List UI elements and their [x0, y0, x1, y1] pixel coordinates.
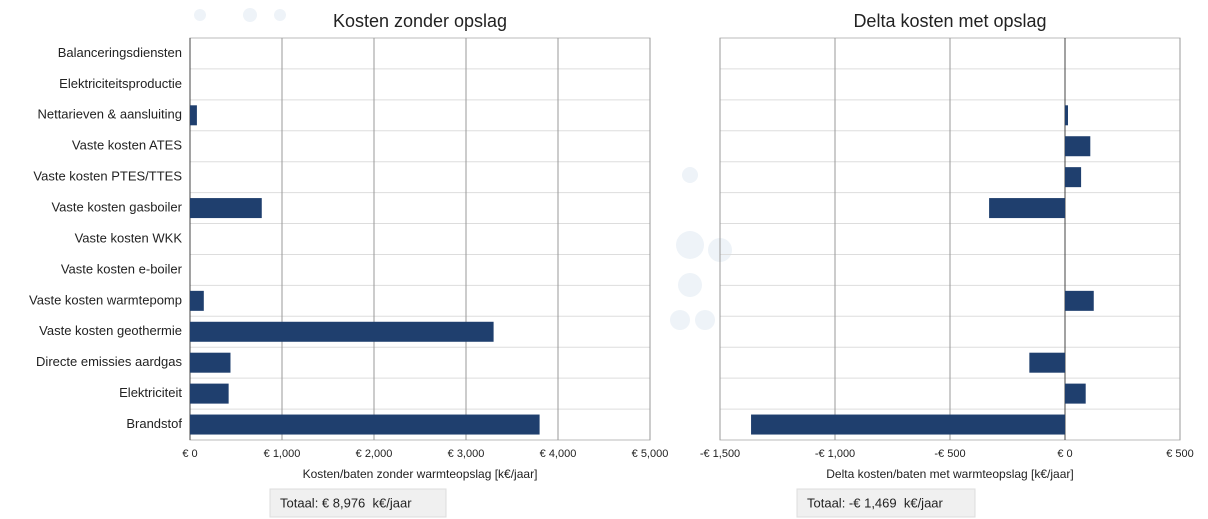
chart-title: Kosten zonder opslag	[333, 11, 507, 31]
y-tick-label: Elektriciteit	[119, 385, 182, 400]
y-tick-label: Vaste kosten warmtepomp	[29, 292, 182, 307]
bar	[190, 105, 197, 126]
y-tick-label: Vaste kosten geothermie	[39, 323, 182, 338]
y-tick-label: Vaste kosten PTES/TTES	[33, 169, 182, 184]
x-tick-label: € 2,000	[356, 448, 393, 460]
bar	[1065, 167, 1082, 188]
bar	[989, 198, 1065, 219]
bar	[1065, 136, 1091, 157]
x-tick-label: € 4,000	[540, 448, 577, 460]
bar	[751, 414, 1065, 435]
y-tick-label: Brandstof	[126, 416, 182, 431]
x-tick-label: -€ 1,500	[700, 448, 740, 460]
total-label: Totaal: € 8,976 k€/jaar	[280, 495, 412, 510]
x-tick-label: € 500	[1166, 448, 1194, 460]
total-label: Totaal: -€ 1,469 k€/jaar	[807, 495, 944, 510]
y-tick-label: Nettarieven & aansluiting	[37, 107, 182, 122]
x-axis-label: Kosten/baten zonder warmteopslag [k€/jaa…	[303, 467, 538, 481]
x-tick-label: € 3,000	[448, 448, 485, 460]
x-tick-label: -€ 1,000	[815, 448, 855, 460]
y-tick-label: Vaste kosten ATES	[72, 138, 182, 153]
background-dots	[194, 8, 732, 330]
total-box	[269, 488, 447, 518]
x-tick-label: € 0	[182, 448, 197, 460]
bar	[190, 321, 494, 342]
bar	[1065, 383, 1086, 404]
bar	[1065, 290, 1094, 311]
bar	[1065, 105, 1068, 126]
x-tick-label: -€ 500	[934, 448, 965, 460]
x-axis-label: Delta kosten/baten met warmteopslag [k€/…	[826, 467, 1073, 481]
x-tick-label: € 5,000	[632, 448, 669, 460]
total-box	[796, 488, 976, 518]
y-tick-label: Elektriciteitsproductie	[59, 76, 182, 91]
x-tick-label: € 1,000	[264, 448, 301, 460]
bar	[190, 414, 540, 435]
y-tick-label: Vaste kosten WKK	[75, 230, 183, 245]
bar	[1029, 352, 1065, 373]
y-tick-label: Directe emissies aardgas	[36, 354, 182, 369]
plot-area	[189, 37, 651, 441]
y-tick-label: Vaste kosten gasboiler	[51, 200, 182, 215]
bar	[190, 290, 204, 311]
x-tick-label: € 0	[1057, 448, 1072, 460]
y-tick-label: Vaste kosten e-boiler	[61, 261, 183, 276]
chart-title: Delta kosten met opslag	[853, 11, 1046, 31]
y-tick-label: Balanceringsdiensten	[58, 45, 182, 60]
bar	[190, 198, 262, 219]
bar	[190, 383, 229, 404]
bar	[190, 352, 231, 373]
